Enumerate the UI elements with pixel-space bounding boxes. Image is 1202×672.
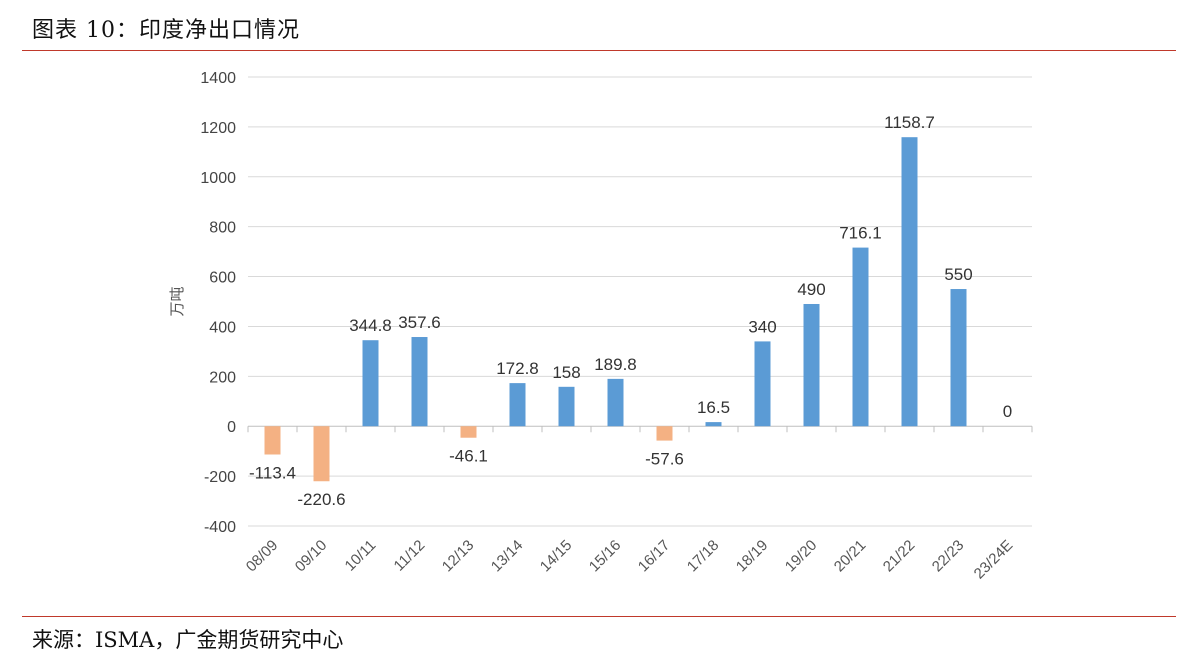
data-label: 716.1 [839, 224, 882, 243]
data-label: 1158.7 [884, 113, 935, 132]
bar [705, 422, 722, 427]
x-tick-label: 12/13 [439, 537, 478, 576]
x-tick-label: 20/21 [831, 537, 870, 576]
x-tick-label: 22/23 [929, 537, 968, 576]
top-divider [22, 50, 1176, 51]
data-label: 344.8 [349, 316, 392, 335]
y-tick-label: 600 [209, 270, 236, 287]
data-label: 172.8 [496, 359, 539, 378]
x-tick-label: 13/14 [488, 537, 527, 576]
x-tick-label: 21/22 [880, 537, 919, 576]
y-axis-label: 万吨 [169, 286, 186, 316]
y-tick-label: 1200 [200, 120, 236, 137]
y-tick-label: 400 [209, 319, 236, 336]
x-tick-label: 19/20 [782, 537, 821, 576]
data-label: 490 [797, 280, 825, 299]
bar [754, 341, 771, 427]
source-note: 来源：ISMA，广金期货研究中心 [32, 628, 344, 652]
data-label: -220.6 [297, 490, 345, 509]
bar [803, 303, 820, 427]
y-tick-label: 0 [227, 419, 236, 436]
y-tick-label: -200 [204, 469, 236, 486]
x-tick-label: 17/18 [684, 537, 723, 576]
data-label: 340 [748, 317, 776, 336]
y-tick-label: -400 [204, 519, 236, 536]
bar [509, 383, 526, 427]
bar [362, 340, 379, 427]
bar [558, 386, 575, 427]
x-tick-label: 11/12 [391, 537, 429, 575]
data-label: -57.6 [645, 450, 684, 469]
y-tick-label: 200 [209, 369, 236, 386]
bar [460, 426, 477, 438]
x-tick-label: 16/17 [635, 537, 674, 576]
data-label: 16.5 [697, 398, 730, 417]
bar [313, 426, 330, 482]
bar [607, 378, 624, 427]
data-label: -113.4 [249, 464, 296, 483]
x-tick-label: 09/10 [292, 537, 331, 576]
data-label: 189.8 [594, 355, 637, 374]
data-label: 0 [1003, 402, 1012, 421]
y-tick-label: 1400 [200, 70, 236, 87]
bar [852, 247, 869, 427]
x-tick-label: 10/11 [342, 537, 380, 575]
bar [950, 289, 967, 427]
x-tick-label: 23/24E [971, 537, 1017, 583]
bar [264, 426, 281, 455]
figure-title: 图表 10：印度净出口情况 [32, 18, 300, 43]
x-tick-label: 08/09 [243, 537, 282, 576]
data-label: 158 [552, 363, 580, 382]
data-label: -46.1 [449, 447, 488, 466]
bar [656, 426, 673, 441]
x-tick-label: 14/15 [537, 537, 576, 576]
data-label: 357.6 [398, 313, 441, 332]
data-label: 550 [944, 265, 972, 284]
bar [411, 337, 428, 427]
x-tick-label: 18/19 [733, 537, 772, 576]
y-tick-label: 800 [209, 220, 236, 237]
bar [901, 137, 918, 427]
y-tick-label: 1000 [200, 170, 236, 187]
x-tick-label: 15/16 [586, 537, 625, 576]
bottom-divider [22, 616, 1176, 617]
